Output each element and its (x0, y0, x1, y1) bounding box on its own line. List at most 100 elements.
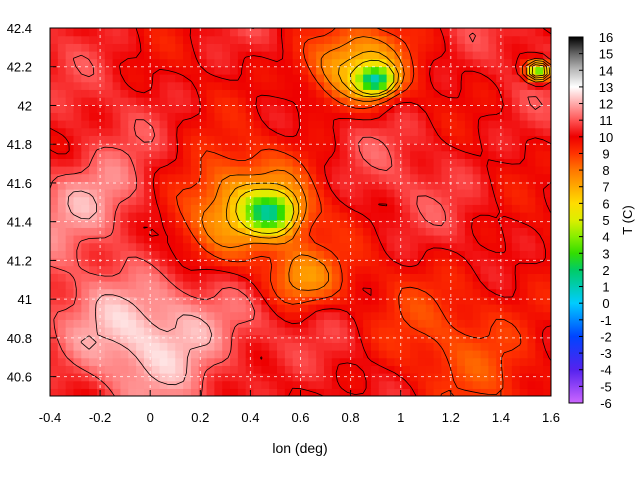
heatmap-cell (198, 173, 208, 182)
heatmap-cell (206, 35, 215, 44)
heatmap-cell (449, 273, 458, 282)
heatmap-cell (378, 120, 388, 129)
heatmap-cell (159, 250, 169, 259)
heatmap-cell (355, 58, 364, 67)
heatmap-cell (269, 373, 278, 382)
heatmap-cell (50, 150, 59, 159)
heatmap-cell (50, 58, 59, 67)
heatmap-cell (269, 304, 278, 313)
heatmap-cell (183, 112, 192, 121)
heatmap-cell (214, 342, 223, 351)
heatmap-cell (81, 150, 90, 159)
heatmap-cell (496, 265, 505, 274)
heatmap-cell (230, 89, 239, 98)
heatmap-cell (73, 74, 82, 83)
heatmap-cell (316, 51, 325, 60)
heatmap-cell (300, 28, 309, 37)
heatmap-cell (449, 173, 458, 182)
heatmap-cell (112, 319, 122, 328)
heatmap-cell (128, 58, 137, 67)
heatmap-cell (198, 196, 208, 205)
heatmap-cell (504, 158, 513, 167)
heatmap-cell (543, 327, 551, 336)
heatmap-cell (402, 35, 411, 44)
heatmap-cell (175, 265, 184, 274)
x-tick-label: 0.2 (191, 410, 209, 425)
heatmap-cell (355, 189, 364, 198)
heatmap-cell (402, 189, 411, 198)
heatmap-cell (183, 51, 192, 60)
heatmap-cell (449, 181, 458, 190)
colorbar-tick-label: -6 (600, 396, 612, 411)
heatmap-cell (198, 373, 208, 382)
heatmap-cell (543, 235, 551, 244)
heatmap-cell (143, 227, 153, 236)
heatmap-cell (136, 311, 145, 320)
heatmap-cell (183, 35, 192, 44)
heatmap-cell (253, 327, 262, 336)
heatmap-cell (292, 166, 302, 175)
heatmap-cell (386, 242, 396, 251)
heatmap-cell (464, 281, 474, 290)
heatmap-cell (206, 112, 215, 121)
heatmap-cell (292, 258, 302, 267)
heatmap-cell (386, 319, 396, 328)
heatmap-cell (222, 365, 231, 374)
heatmap-cell (167, 319, 176, 328)
heatmap-cell (261, 250, 270, 259)
heatmap-cell (410, 265, 419, 274)
heatmap-cell (81, 74, 90, 83)
heatmap-cell (331, 235, 341, 244)
heatmap-cell (543, 212, 551, 221)
heatmap-cell (277, 342, 286, 351)
heatmap-cell (464, 66, 474, 75)
heatmap-cell (316, 43, 325, 52)
heatmap-cell (410, 81, 419, 90)
heatmap-cell (316, 350, 325, 359)
heatmap-cell (230, 120, 239, 129)
heatmap-cell (504, 304, 513, 313)
heatmap-cell (417, 28, 427, 37)
heatmap-cell (120, 342, 129, 351)
heatmap-cell (183, 227, 192, 236)
heatmap-cell (73, 127, 82, 136)
y-tick-label: 41.6 (7, 176, 32, 191)
heatmap-cell (472, 158, 482, 167)
heatmap-cell (120, 196, 129, 205)
heatmap-cell (230, 380, 239, 389)
heatmap-cell (206, 173, 215, 182)
heatmap-cell (300, 127, 309, 136)
heatmap-cell (441, 81, 450, 90)
heatmap-cell (480, 296, 489, 305)
heatmap-cell (378, 127, 388, 136)
heatmap-cell (230, 51, 239, 60)
heatmap-cell (284, 173, 294, 182)
heatmap-cell (331, 380, 341, 389)
heatmap-cell (96, 150, 106, 159)
heatmap-cell (316, 296, 325, 305)
heatmap-cell (504, 273, 513, 282)
heatmap-cell (128, 35, 137, 44)
heatmap-cell (519, 327, 529, 336)
heatmap-cell (472, 28, 482, 37)
heatmap-cell (323, 166, 333, 175)
heatmap-cell (308, 227, 317, 236)
heatmap-cell (167, 212, 176, 221)
heatmap-cell (151, 135, 161, 144)
heatmap-cell (284, 357, 294, 366)
heatmap-cell (269, 250, 278, 259)
heatmap-cell (151, 388, 161, 396)
heatmap-cell (230, 273, 239, 282)
heatmap-cell (370, 127, 380, 136)
heatmap-cell (370, 334, 380, 343)
heatmap-cell (410, 112, 419, 121)
heatmap-cell (449, 97, 458, 106)
heatmap-cell (104, 135, 114, 144)
heatmap-cell (284, 227, 294, 236)
heatmap-cell (488, 258, 497, 267)
heatmap-cell (417, 250, 427, 259)
heatmap-cell (535, 120, 544, 129)
heatmap-cell (167, 120, 176, 129)
heatmap-cell (128, 380, 137, 389)
heatmap-cell (535, 35, 544, 44)
